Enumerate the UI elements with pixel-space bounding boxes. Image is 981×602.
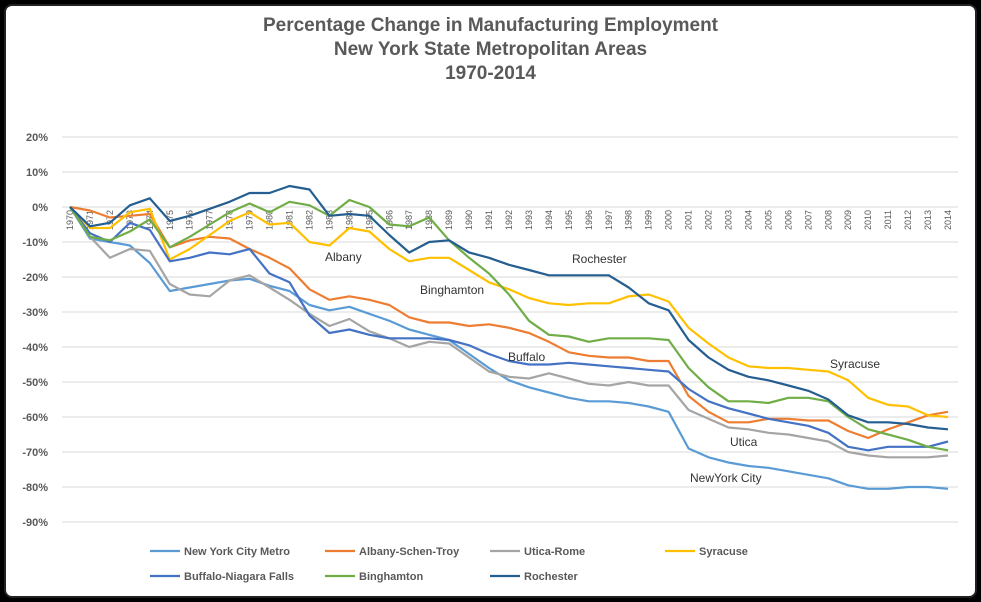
y-tick-label: -10% [22,237,48,249]
chart-frame [4,4,977,598]
x-tick-label: 2003 [724,210,734,230]
legend-label: Buffalo-Niagara Falls [184,571,294,583]
x-tick-label: 1970 [65,210,75,230]
x-tick-label: 2014 [943,210,953,230]
x-tick-label: 2001 [684,210,694,230]
x-tick-label: 1998 [624,210,634,230]
x-tick-label: 1985 [364,210,374,230]
x-tick-label: 2013 [923,210,933,230]
x-tick-label: 1995 [564,210,574,230]
x-tick-label: 1980 [265,210,275,230]
x-tick-label: 1993 [524,210,534,230]
x-tick-label: 1990 [464,210,474,230]
legend-label: New York City Metro [184,546,290,558]
legend-label: Albany-Schen-Troy [359,546,460,558]
x-tick-label: 2010 [863,210,873,230]
y-tick-label: 10% [26,167,48,179]
series-annotation: Binghamton [420,283,484,297]
legend-label: Utica-Rome [524,546,585,558]
x-tick-label: 2002 [704,210,714,230]
series-line-utica-rome [69,206,949,459]
x-tick-label: 1971 [85,210,95,230]
series-annotation: NewYork City [690,471,762,485]
x-tick-label: 1976 [185,210,195,230]
series-line-albany-schen-troy [69,205,949,440]
series-line-syracuse [69,206,949,419]
series-annotation: Utica [730,435,758,449]
x-tick-label: 1988 [424,210,434,230]
title-line-3: 1970-2014 [445,63,536,84]
y-tick-label: -70% [22,447,48,459]
x-tick-label: 2006 [783,210,793,230]
series-line-new-york-city-metro [69,206,949,490]
title-line-2: New York State Metropolitan Areas [333,39,648,60]
x-tick-label: 1992 [504,210,514,230]
x-tick-label: 1994 [544,210,554,230]
legend-label: Binghamton [359,571,423,583]
x-tick-label: 2004 [743,210,753,230]
series-annotation: Syracuse [830,357,880,371]
x-tick-label: 1977 [205,210,215,230]
x-tick-label: 1981 [285,210,295,230]
y-tick-label: 20% [26,132,48,144]
y-tick-label: -20% [22,272,48,284]
x-tick-label: 1996 [584,210,594,230]
x-tick-label: 2012 [903,210,913,230]
x-tick-label: 2011 [883,210,893,229]
y-tick-label: -90% [22,517,48,529]
series-annotation: Buffalo [508,350,545,364]
y-tick-label: 0% [32,202,48,214]
x-tick-label: 1989 [444,210,454,230]
x-tick-label: 1999 [644,210,654,230]
y-tick-label: -50% [22,377,48,389]
y-tick-label: -30% [22,307,48,319]
x-tick-label: 2000 [664,210,674,230]
x-tick-label: 1973 [125,210,135,230]
y-tick-label: -60% [22,412,48,424]
chart-title: Percentage Change in Manufacturing Emplo… [0,14,981,86]
legend-label: Syracuse [699,546,748,558]
x-tick-label: 1982 [304,210,314,230]
series-annotation: Albany [325,250,362,264]
x-tick-label: 1991 [484,210,494,230]
x-tick-label: 1986 [384,210,394,230]
x-tick-label: 2008 [823,210,833,230]
x-tick-label: 2007 [803,210,813,230]
x-tick-label: 2005 [763,210,773,230]
x-tick-label: 1984 [344,210,354,230]
x-tick-label: 1983 [324,210,334,230]
x-tick-label: 1997 [604,210,614,230]
y-tick-label: -80% [22,482,48,494]
x-tick-label: 1972 [105,210,115,230]
series-line-buffalo-niagara-falls [69,206,949,452]
x-tick-label: 1979 [245,210,255,230]
title-line-1: Percentage Change in Manufacturing Emplo… [262,15,719,36]
x-tick-label: 2009 [843,210,853,230]
series-line-rochester [69,184,949,431]
y-tick-label: -40% [22,342,48,354]
x-tick-label: 1987 [404,210,414,230]
series-line-binghamton [69,198,949,452]
legend-label: Rochester [524,571,579,583]
series-annotation: Rochester [572,252,627,266]
